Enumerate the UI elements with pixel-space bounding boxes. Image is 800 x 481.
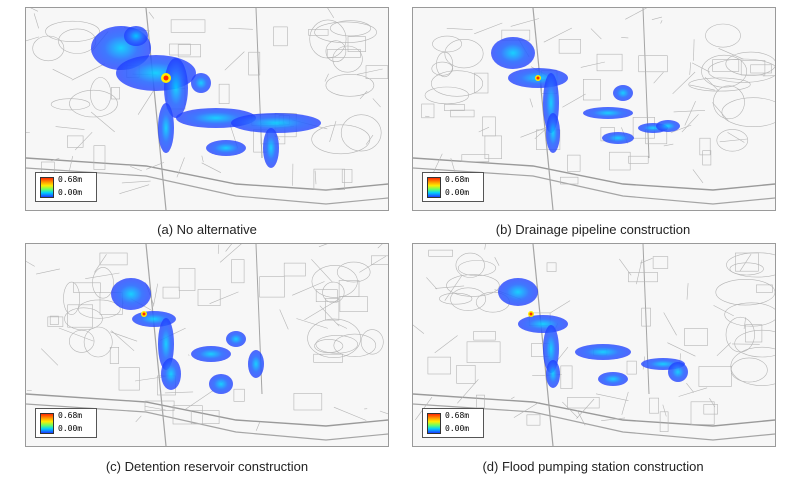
legend-min-label: 0.00m (445, 424, 470, 433)
map-panel-b: 0.68m 0.00m (412, 7, 776, 211)
caption-b: (b) Drainage pipeline construction (495, 222, 691, 237)
depth-legend: 0.68m 0.00m (422, 172, 484, 202)
caption-c: (c) Detention reservoir construction (105, 459, 309, 474)
legend-min-label: 0.00m (58, 424, 83, 433)
depth-legend: 0.68m 0.00m (35, 408, 97, 438)
flood-extent (111, 278, 264, 394)
depth-color-bar (427, 413, 441, 434)
map-panel-a: 0.68m 0.00m (25, 7, 389, 211)
depth-color-bar (40, 177, 54, 198)
flood-extent (498, 278, 688, 388)
legend-max-label: 0.68m (445, 411, 470, 420)
legend-max-label: 0.68m (58, 411, 83, 420)
legend-max-label: 0.68m (445, 175, 470, 184)
basemap-roads (413, 244, 775, 446)
flood-extent (491, 37, 680, 153)
depth-legend: 0.68m 0.00m (422, 408, 484, 438)
flood-map-c (26, 244, 388, 446)
map-panel-d: 0.68m 0.00m (412, 243, 776, 447)
flood-map-d (413, 244, 775, 446)
map-panel-c: 0.68m 0.00m (25, 243, 389, 447)
legend-min-label: 0.00m (445, 188, 470, 197)
flood-extent (91, 26, 321, 168)
legend-max-label: 0.68m (58, 175, 83, 184)
depth-color-bar (40, 413, 54, 434)
flood-map-b (413, 8, 775, 210)
depth-legend: 0.68m 0.00m (35, 172, 97, 202)
caption-d: (d) Flood pumping station construction (482, 459, 704, 474)
caption-a: (a) No alternative (157, 222, 257, 237)
legend-min-label: 0.00m (58, 188, 83, 197)
basemap-roads (26, 244, 388, 446)
depth-color-bar (427, 177, 441, 198)
flood-map-a (26, 8, 388, 210)
